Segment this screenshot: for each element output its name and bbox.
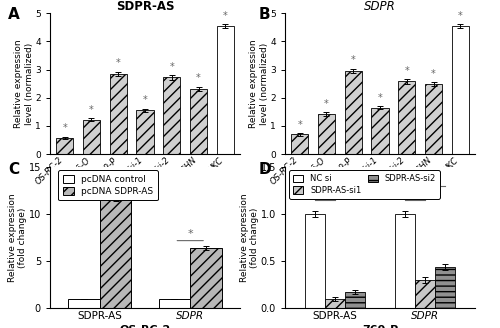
Text: *: * [351,55,356,65]
Bar [452,26,469,154]
Bar [344,71,362,154]
Bar [190,89,207,154]
Bar [435,267,455,308]
Text: C: C [8,162,20,177]
Text: *: * [89,105,94,115]
Text: *: * [116,58,120,68]
Bar [163,77,180,154]
Bar [344,292,364,308]
Text: *: * [431,69,436,79]
Text: *: * [324,99,329,109]
Text: B: B [258,8,270,23]
Y-axis label: Relative expression
(fold change): Relative expression (fold change) [240,194,259,282]
Bar [291,134,308,154]
Text: *: * [332,174,337,184]
Bar [68,299,100,308]
Text: *: * [322,188,327,198]
Y-axis label: Relative expression
level (normalized): Relative expression level (normalized) [14,39,34,128]
X-axis label: 769-P: 769-P [362,325,398,328]
Legend: NC si, SDPR-AS-si1, SDPR-AS-si2: NC si, SDPR-AS-si1, SDPR-AS-si2 [289,170,440,199]
Bar [110,74,127,154]
X-axis label: OS-RC-2: OS-RC-2 [120,325,170,328]
Bar [416,280,435,308]
Bar [190,248,222,308]
Title: SDPR: SDPR [364,0,396,13]
Text: A: A [8,8,20,23]
Bar [318,114,335,154]
Bar [398,81,415,154]
Bar [216,26,234,154]
Text: *: * [298,120,302,130]
Bar [100,200,132,308]
Text: D: D [258,162,271,177]
Text: *: * [188,229,193,239]
Text: *: * [413,188,418,198]
Y-axis label: Relative expression
level (normalized): Relative expression level (normalized) [250,39,269,128]
Text: *: * [378,92,382,103]
Bar [56,138,74,154]
Bar [425,84,442,154]
Bar [158,299,190,308]
Text: *: * [404,66,409,76]
Text: *: * [223,11,228,21]
Legend: pcDNA control, pcDNA SDPR-AS: pcDNA control, pcDNA SDPR-AS [58,170,158,200]
Bar [83,120,100,154]
Text: *: * [97,176,102,187]
Text: *: * [170,62,174,72]
Text: *: * [62,123,67,133]
Text: *: * [423,174,428,184]
Bar [325,299,344,308]
Bar [305,214,325,308]
Bar [372,108,388,154]
Text: *: * [196,73,201,83]
Text: *: * [458,11,462,21]
Title: SDPR-AS: SDPR-AS [116,0,174,13]
Y-axis label: Relative expression
(fold change): Relative expression (fold change) [8,194,27,282]
Bar [136,111,154,154]
Text: *: * [142,95,148,105]
Bar [396,214,415,308]
